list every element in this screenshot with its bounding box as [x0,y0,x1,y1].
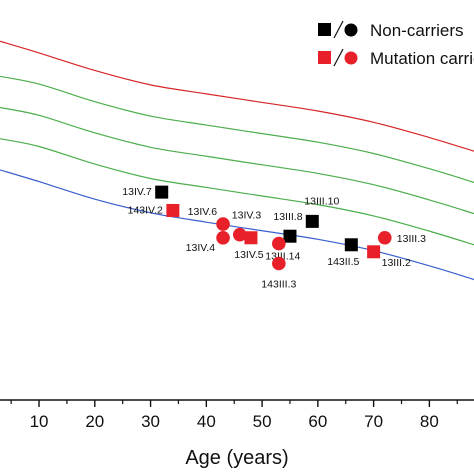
legend-label: Non-carriers [370,21,464,40]
point-marker-13III.8 [283,229,297,243]
x-tick-label-20: 20 [85,412,104,431]
point-label-13III.2: 13III.2 [382,257,411,269]
reference-curves [0,40,474,281]
legend-square-marker [318,51,331,64]
x-tick-label-80: 80 [420,412,439,431]
legend: Non-carriers Mutation carriers [318,20,474,68]
reference-curve-5 [0,169,474,281]
point-label-13III.10: 13III.10 [304,195,339,207]
point-label-13IV.4: 13IV.4 [186,242,216,254]
point-label-13IV.7: 13IV.7 [122,186,152,198]
point-label-13IV.5: 13IV.5 [234,249,264,261]
legend-entry-2: Mutation carriers [318,48,474,68]
point-marker-143III.3 [272,256,286,271]
point-marker-13IV.7 [155,185,169,199]
x-tick-label-10: 10 [30,412,49,431]
x-axis: 10 20 30 40 50 60 70 80 Age (years) [0,399,474,469]
x-tick-label-50: 50 [253,412,272,431]
legend-circle-marker [344,23,358,37]
x-axis-title: Age (years) [185,447,288,469]
reference-curve-1 [0,40,474,152]
legend-square-marker [318,23,331,36]
point-label-143IV.2: 143IV.2 [128,204,163,216]
point-marker-13III.2 [367,245,381,259]
reference-curve-3 [0,106,474,215]
point-label-13III.8: 13III.8 [273,211,302,223]
point-marker-13IV.3 [232,227,247,242]
x-tick-label-70: 70 [364,412,383,431]
reference-curve-2 [0,75,474,183]
legend-slash [333,48,344,67]
point-marker-143II.5 [344,238,358,252]
x-tick-label-40: 40 [197,412,216,431]
legend-slash [333,20,344,39]
point-marker-13III.3 [377,230,392,245]
point-label-13IV.6: 13IV.6 [188,206,218,218]
point-label-13III.3: 13III.3 [397,233,426,245]
point-label-143II.5: 143II.5 [327,256,359,268]
legend-circle-marker [344,51,358,65]
point-label-143III.3: 143III.3 [261,279,296,291]
legend-label: Mutation carriers [370,49,474,68]
legend-entry-1: Non-carriers [318,20,464,40]
x-tick-label-30: 30 [141,412,160,431]
point-marker-13III.10 [305,214,319,228]
point-marker-143IV.2 [166,203,180,217]
x-tick-label-60: 60 [308,412,327,431]
point-marker-13IV.4 [216,230,230,245]
point-marker-13IV.6 [216,217,230,231]
point-label-13IV.3: 13IV.3 [232,210,262,222]
point-marker-13IV.5 [244,231,258,245]
reference-curve-4 [0,138,474,246]
point-marker-13III.14 [272,236,286,251]
